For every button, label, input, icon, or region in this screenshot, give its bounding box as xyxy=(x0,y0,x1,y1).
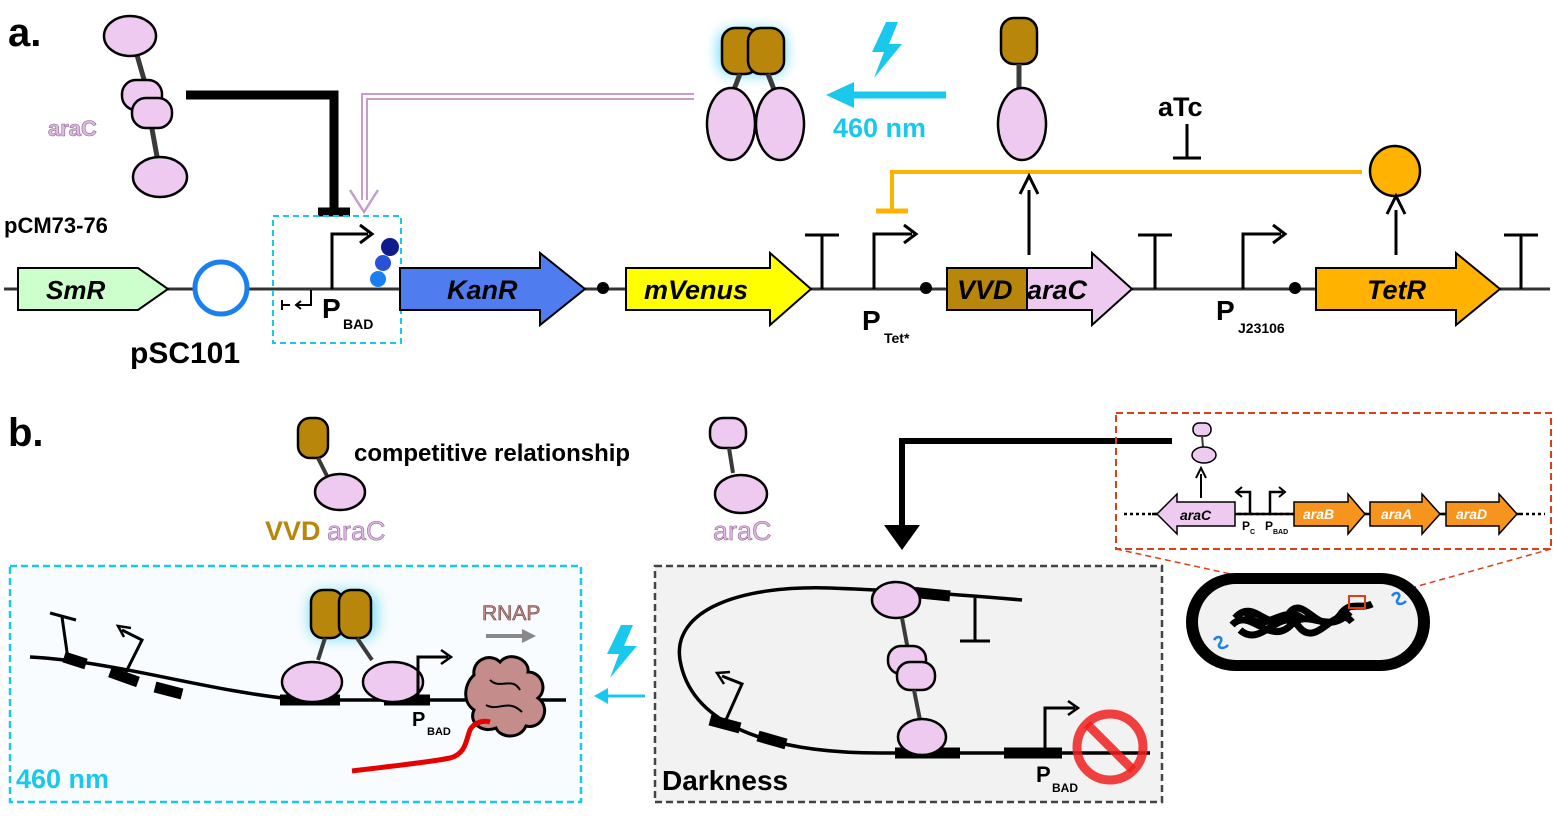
light-wavelength: 460 nm xyxy=(833,113,926,143)
vvd-legend-arac: araC xyxy=(327,516,386,546)
vvd-dimer-active-icon xyxy=(705,26,806,162)
light-pbad-main: P xyxy=(412,709,425,731)
mvenus-gene xyxy=(625,250,813,328)
light-box-label: 460 nm xyxy=(16,764,109,794)
ptet-label-main: P xyxy=(862,305,881,336)
bacterium-icon xyxy=(1186,573,1430,671)
operon-inset-box xyxy=(1115,412,1552,550)
context-arrow xyxy=(899,438,1172,530)
inset-pbad-sub: BAD xyxy=(1273,529,1288,536)
arac-repression-line xyxy=(186,90,339,210)
mvenus-label: mVenus xyxy=(644,275,748,305)
rnap-label: RNAP xyxy=(482,602,540,625)
light-arrow xyxy=(826,82,946,108)
dark-state-arac-dimer-icon xyxy=(870,580,948,757)
panel-a-label: a. xyxy=(8,11,41,55)
inset-arac-gene xyxy=(1155,492,1236,536)
kanr-label: KanR xyxy=(447,275,518,305)
inset-pc-main: P xyxy=(1242,519,1250,533)
ptet-label-sub: Tet* xyxy=(884,330,910,346)
terminator-3-icon xyxy=(1504,233,1538,289)
prohibited-icon xyxy=(1072,709,1148,785)
arac-label: araC xyxy=(48,116,97,141)
dark-pbad-main: P xyxy=(1036,762,1051,787)
inset-arac-label: araC xyxy=(1180,507,1212,523)
inset-pc-sub: C xyxy=(1250,529,1255,536)
rnap-icon xyxy=(464,655,547,738)
inset-arad-gene xyxy=(1445,492,1519,536)
origin-icon xyxy=(192,259,250,317)
terminator-1-icon xyxy=(805,233,839,289)
tetr-gene-label: TetR xyxy=(1367,275,1426,305)
tetr-protein-icon xyxy=(1368,144,1422,198)
panel-b-label: b. xyxy=(8,411,44,455)
light-bolt-b-icon xyxy=(607,625,637,678)
inset-pbad-main: P xyxy=(1265,519,1273,533)
pbad-label-sub: BAD xyxy=(343,316,373,332)
rnap-arrow xyxy=(486,629,536,643)
dark-box-label: Darkness xyxy=(662,765,788,796)
vvd-arac-legend-icon xyxy=(296,416,367,512)
inset-arab-gene xyxy=(1293,491,1366,537)
terminator-2-icon xyxy=(1138,233,1172,289)
vvd-activation-line xyxy=(361,93,694,200)
vvd-legend-vvd: VVD xyxy=(265,516,321,546)
vvd-expression-arrow xyxy=(1018,172,1040,255)
lightning-icon xyxy=(872,22,902,78)
arac-gene-label: araC xyxy=(1027,275,1088,305)
light-arrow-b xyxy=(594,688,645,704)
pj-label-main: P xyxy=(1216,295,1235,326)
arac-dimer-icon xyxy=(102,14,189,199)
smr-gene xyxy=(17,267,170,311)
inset-arad-label: araD xyxy=(1456,506,1487,522)
mrna-strand xyxy=(351,718,491,774)
arac-legend-label: araC xyxy=(713,516,772,546)
origin-label: pSC101 xyxy=(130,337,240,370)
vvd-arac-monomer-icon xyxy=(996,16,1048,162)
smr-label: SmR xyxy=(46,275,105,305)
plasmid-name: pCM73-76 xyxy=(4,213,108,238)
pj-label-sub: J23106 xyxy=(1238,320,1285,336)
tetr-repression-line xyxy=(890,170,1362,210)
vvd-gene-label: VVD xyxy=(957,275,1013,305)
light-state-vvd-dimer-icon xyxy=(280,588,425,704)
inset-araa-label: araA xyxy=(1381,506,1412,522)
competitive-label: competitive relationship xyxy=(354,440,630,467)
inset-arab-label: araB xyxy=(1303,506,1334,522)
tetr-expression-arrow xyxy=(1385,192,1407,255)
tetr-gene xyxy=(1315,250,1502,328)
dark-pbad-sub: BAD xyxy=(1052,781,1078,795)
light-pbad-sub: BAD xyxy=(427,726,451,738)
atc-label: aTc xyxy=(1158,92,1203,122)
pbad-label-main: P xyxy=(322,293,341,324)
inset-araa-gene xyxy=(1369,492,1442,536)
inset-arac-icon xyxy=(1191,422,1217,464)
arac-legend-icon xyxy=(708,416,769,515)
kanr-gene xyxy=(399,250,587,328)
